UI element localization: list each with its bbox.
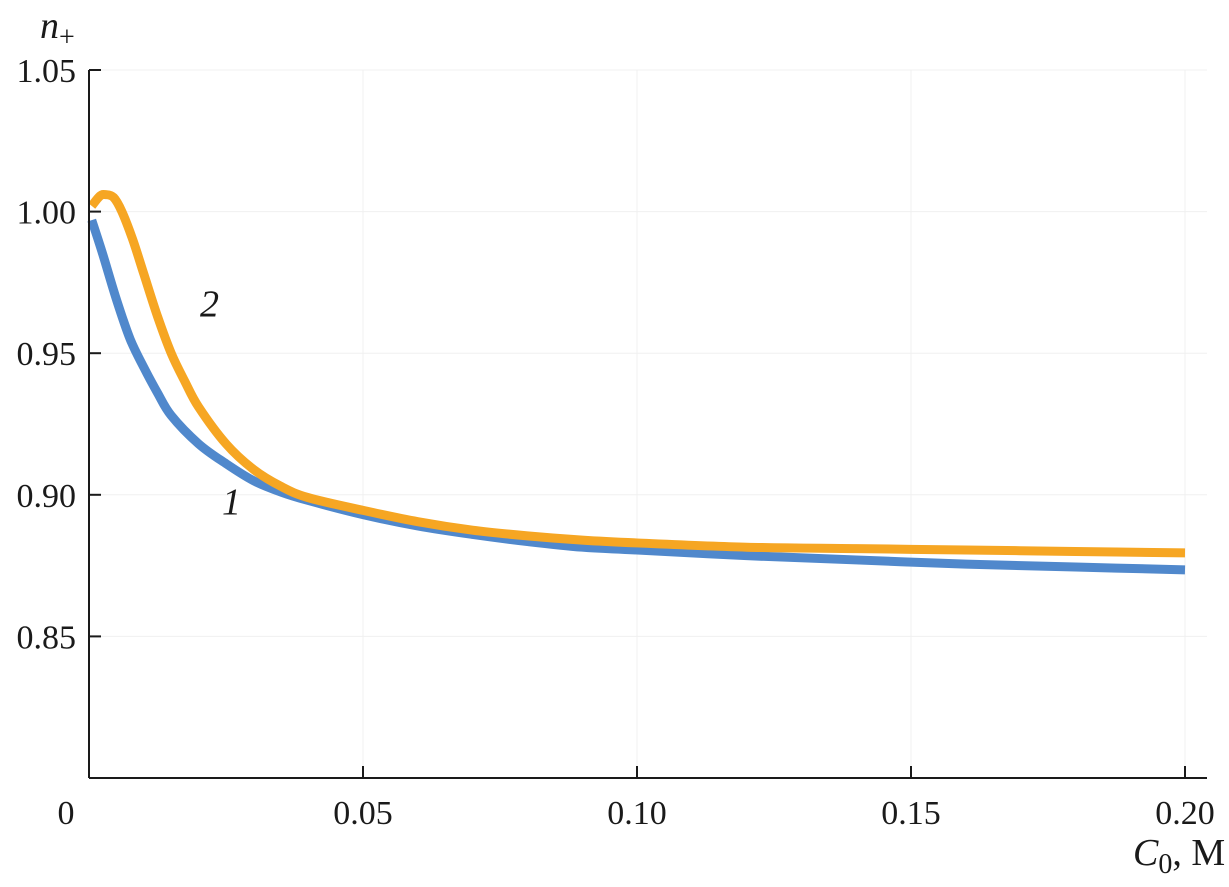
- y-tick-label-4: 1.05: [17, 53, 77, 90]
- x-axis-label-main: C: [1133, 832, 1159, 874]
- x-axis-label-subscript: 0: [1158, 849, 1172, 880]
- y-tick-label-1: 0.90: [17, 478, 77, 515]
- y-tick-label-0: 0.85: [17, 619, 77, 656]
- series-line-1: [87, 218, 1186, 575]
- x-axis-label-unit: , M: [1172, 832, 1225, 874]
- x-tick-label-4: 0.20: [1155, 795, 1215, 832]
- axis-ticks: 0 0.05 0.10 0.15 0.20 0.85 0.90 0.95 1.00 1.05: [17, 53, 1215, 832]
- y-axis-label: n+: [40, 5, 75, 53]
- y-axis-label-subscript: +: [59, 22, 75, 53]
- series-label-1: 1: [222, 482, 241, 524]
- grid-lines: [89, 69, 1207, 778]
- x-tick-label-0: 0: [58, 795, 75, 832]
- y-axis-label-main: n: [40, 5, 59, 47]
- y-tick-label-2: 0.95: [17, 336, 77, 373]
- series-label-2: 2: [200, 283, 219, 325]
- series-line-2: [88, 189, 1186, 558]
- x-tick-label-1: 0.05: [333, 795, 393, 832]
- series-lines: [87, 189, 1186, 575]
- series-labels: 12: [200, 283, 241, 523]
- y-tick-label-3: 1.00: [17, 195, 77, 232]
- x-tick-label-2: 0.10: [607, 795, 667, 832]
- x-tick-label-3: 0.15: [881, 795, 941, 832]
- x-axis-label: C0, M: [1133, 832, 1225, 880]
